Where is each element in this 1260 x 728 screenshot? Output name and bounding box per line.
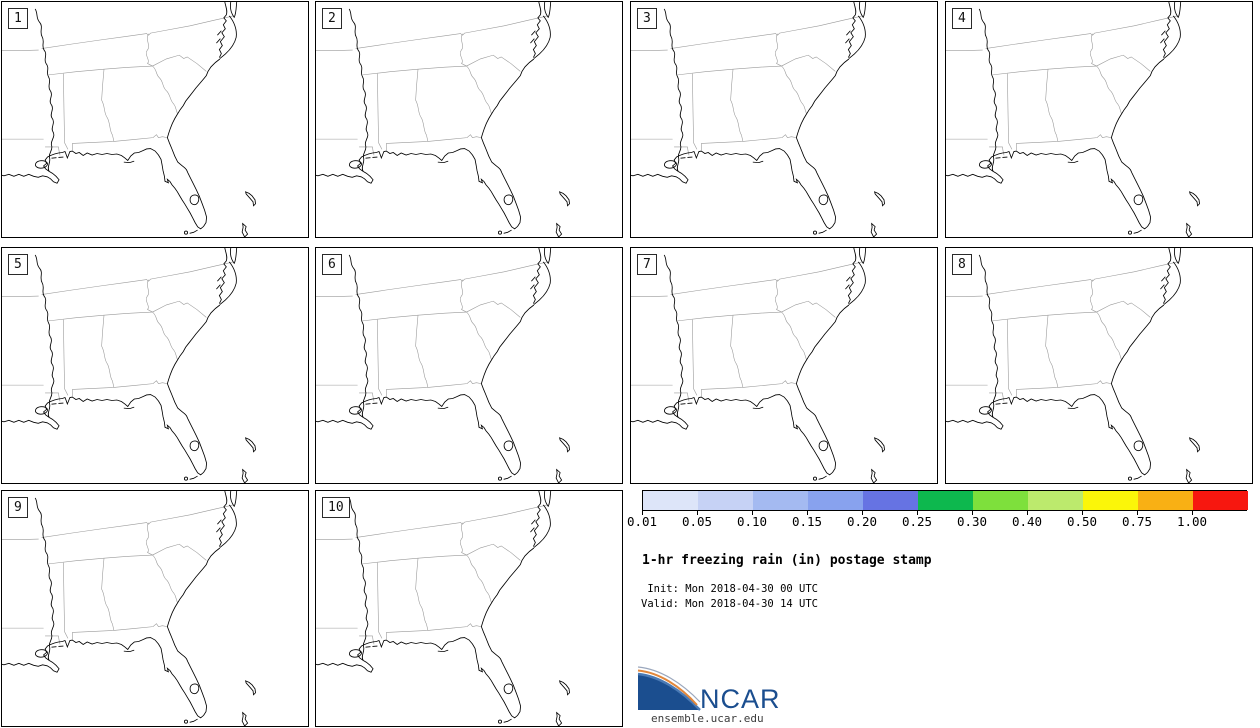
forecast-map-panel: 5	[1, 247, 309, 484]
southeast-us-map	[316, 491, 570, 726]
member-number-label: 9	[8, 497, 28, 518]
colorbar-tick-mark	[752, 511, 753, 515]
colorbar-tick-mark	[1137, 511, 1138, 515]
colorbar-segment	[863, 491, 918, 510]
member-number-label: 8	[952, 254, 972, 275]
colorbar-tick-mark	[1192, 511, 1193, 515]
init-time: Init: Mon 2018-04-30 00 UTC	[641, 583, 819, 595]
southeast-us-map	[316, 2, 570, 237]
colorbar-tick-mark	[642, 511, 643, 515]
member-number-label: 3	[637, 8, 657, 29]
southeast-us-map	[946, 248, 1200, 483]
forecast-map-panel: 7	[630, 247, 938, 484]
colorbar-tick-mark	[1082, 511, 1083, 515]
colorbar-segment	[808, 491, 863, 510]
colorbar-tick-label: 0.75	[1121, 514, 1153, 529]
southeast-us-map	[316, 248, 570, 483]
forecast-map-panel: 9	[1, 490, 309, 727]
ncar-swoosh-icon	[637, 666, 701, 711]
colorbar-segment	[1028, 491, 1083, 510]
colorbar-segment	[1138, 491, 1193, 510]
southeast-us-map	[2, 491, 256, 726]
valid-time: Valid: Mon 2018-04-30 14 UTC	[641, 598, 819, 610]
colorbar-tick-label: 0.40	[1011, 514, 1043, 529]
colorbar-segment	[973, 491, 1028, 510]
colorbar-tick-label: 0.05	[681, 514, 713, 529]
forecast-map-panel: 10	[315, 490, 623, 727]
member-number-label: 1	[8, 8, 28, 29]
colorbar-tick-label: 1.00	[1176, 514, 1208, 529]
member-number-label: 4	[952, 8, 972, 29]
site-url: ensemble.ucar.edu	[651, 712, 764, 725]
colorbar-segment	[753, 491, 808, 510]
colorbar-tick-mark	[1027, 511, 1028, 515]
southeast-us-map	[631, 2, 885, 237]
ncar-wordmark: NCAR	[700, 684, 781, 714]
colorbar-tick-label: 0.15	[791, 514, 823, 529]
colorbar-segment	[918, 491, 973, 510]
member-number-label: 7	[637, 254, 657, 275]
forecast-map-panel: 3	[630, 1, 938, 238]
figure-title: 1-hr freezing rain (in) postage stamp	[642, 553, 932, 568]
colorbar-tick-label: 0.30	[956, 514, 988, 529]
colorbar-segment	[1083, 491, 1138, 510]
forecast-map-panel: 8	[945, 247, 1253, 484]
southeast-us-map	[946, 2, 1200, 237]
colorbar-tick-label: 0.10	[736, 514, 768, 529]
colorbar-tick-mark	[697, 511, 698, 515]
member-number-label: 2	[322, 8, 342, 29]
colorbar-segment	[643, 491, 698, 510]
member-number-label: 5	[8, 254, 28, 275]
southeast-us-map	[631, 248, 885, 483]
colorbar-segment	[1193, 491, 1248, 510]
forecast-map-panel: 1	[1, 1, 309, 238]
colorbar-tick-label: 0.20	[846, 514, 878, 529]
colorbar-tick-mark	[917, 511, 918, 515]
member-number-label: 6	[322, 254, 342, 275]
forecast-map-panel: 2	[315, 1, 623, 238]
colorbar-tick-label: 0.25	[901, 514, 933, 529]
colorbar-segment	[698, 491, 753, 510]
colorbar-tick-mark	[972, 511, 973, 515]
forecast-map-panel: 6	[315, 247, 623, 484]
colorbar-tick-mark	[807, 511, 808, 515]
colorbar	[642, 490, 1248, 511]
colorbar-tick-label: 0.01	[626, 514, 658, 529]
southeast-us-map	[2, 248, 256, 483]
colorbar-tick-label: 0.50	[1066, 514, 1098, 529]
member-number-label: 10	[322, 497, 350, 518]
southeast-us-map	[2, 2, 256, 237]
colorbar-tick-mark	[862, 511, 863, 515]
forecast-map-panel: 4	[945, 1, 1253, 238]
